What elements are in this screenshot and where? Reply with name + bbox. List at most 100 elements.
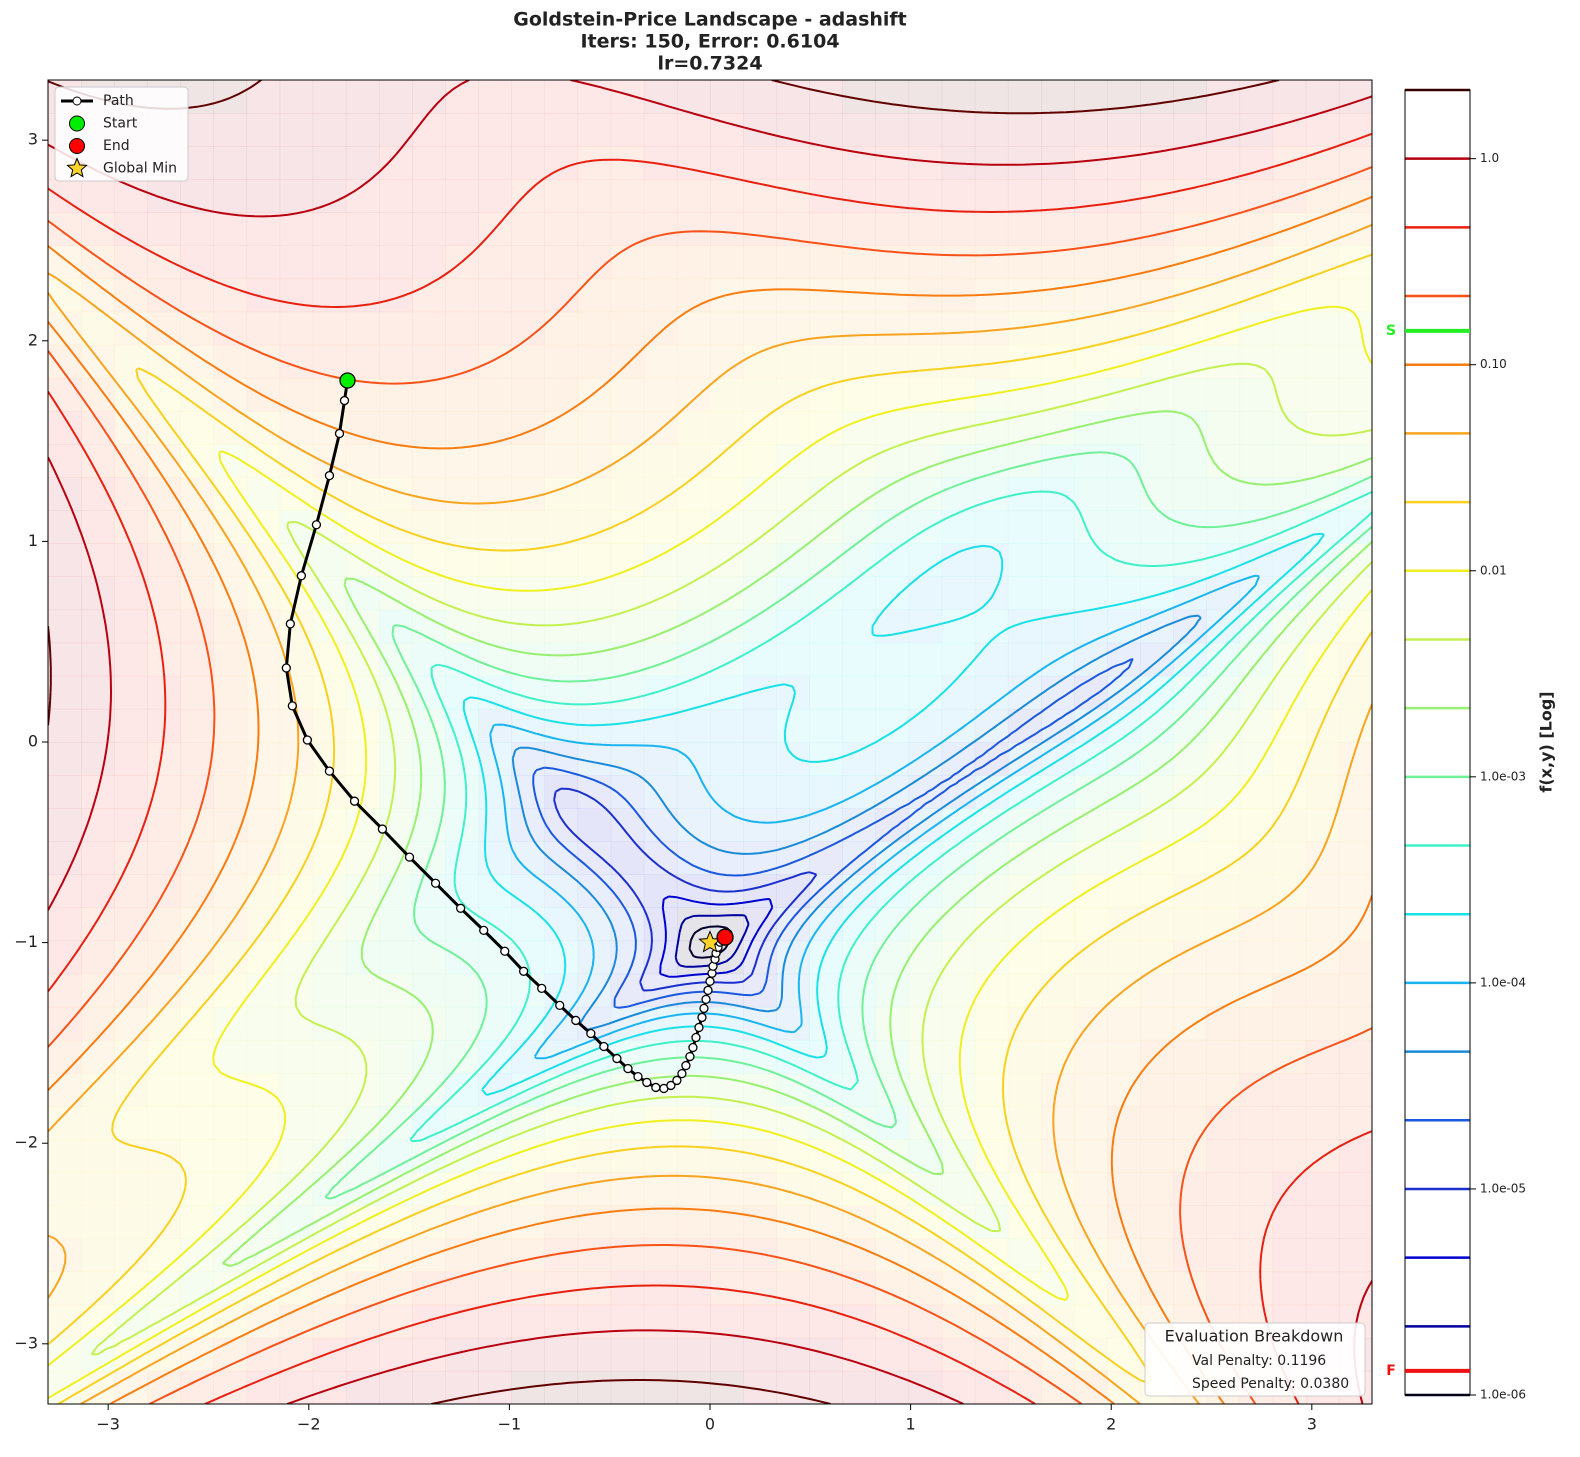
bg-cell <box>577 742 612 776</box>
bg-cell <box>1074 146 1108 180</box>
bg-cell <box>511 179 545 213</box>
bg-cell <box>312 973 347 1008</box>
bg-cell <box>1206 344 1241 379</box>
bg-cell <box>1041 113 1075 147</box>
bg-cell <box>1239 444 1274 478</box>
bg-cell <box>610 973 645 1008</box>
bg-cell <box>478 80 512 114</box>
bg-cell <box>379 179 413 213</box>
bg-cell <box>1239 377 1274 412</box>
bg-cell <box>941 1139 976 1173</box>
bg-cell <box>312 1205 347 1239</box>
bg-cell <box>809 940 843 975</box>
bg-cell <box>279 1039 314 1074</box>
bg-cell <box>1074 80 1108 114</box>
bg-cell <box>809 907 843 942</box>
bg-cell <box>743 411 777 445</box>
bg-cell <box>312 609 347 644</box>
bg-cell <box>147 1139 181 1173</box>
bg-cell <box>908 311 943 346</box>
bg-cell <box>1272 1039 1307 1074</box>
bg-cell <box>1074 808 1108 842</box>
bg-cell <box>1074 940 1108 975</box>
bg-cell <box>875 742 910 776</box>
chart-title: Goldstein-Price Landscape - adashift <box>513 9 907 31</box>
legend-label: End <box>103 138 130 154</box>
bg-cell <box>1107 1304 1141 1339</box>
bg-cell <box>312 1370 347 1404</box>
bg-cell <box>1305 245 1340 280</box>
bg-cell <box>1074 1172 1108 1206</box>
bg-cell <box>1305 113 1340 147</box>
bg-cell <box>412 841 446 875</box>
bg-cell <box>1338 245 1372 280</box>
bg-cell <box>1305 311 1340 346</box>
bg-cell <box>908 245 943 280</box>
bg-cell <box>908 1139 943 1173</box>
bg-cell <box>1140 510 1174 544</box>
colorbar-tick-label: 1.0e-05 <box>1480 1181 1526 1195</box>
bg-cell <box>1239 775 1274 809</box>
bg-cell <box>577 841 612 875</box>
bg-cell <box>114 179 148 213</box>
bg-cell <box>1107 808 1141 842</box>
bg-cell <box>379 1106 413 1140</box>
bg-cell <box>941 1337 976 1372</box>
bg-cell <box>312 212 347 246</box>
bg-cell <box>1272 411 1307 445</box>
bg-cell <box>1173 1271 1207 1306</box>
bg-cell <box>445 1238 479 1273</box>
x-tick-label: −1 <box>498 1415 522 1434</box>
bg-cell <box>776 179 810 213</box>
bg-cell <box>379 543 413 577</box>
bg-cell <box>974 113 1009 147</box>
bg-cell <box>643 113 678 147</box>
bg-cell <box>445 973 479 1008</box>
contour-line <box>409 490 1372 1143</box>
bg-cell <box>577 311 612 346</box>
bg-cell <box>676 245 711 280</box>
bg-cell <box>577 1205 612 1239</box>
bg-cell <box>743 377 777 412</box>
bg-cell <box>1239 874 1274 908</box>
bg-cell <box>1173 708 1207 743</box>
bg-cell <box>1338 642 1372 677</box>
bg-cell <box>908 1073 943 1107</box>
bg-cell <box>1305 1106 1340 1140</box>
path-point <box>349 796 360 806</box>
bg-cell <box>941 940 976 975</box>
bg-cell <box>180 1139 214 1173</box>
bg-cell <box>1041 311 1075 346</box>
bg-cell <box>1074 543 1108 577</box>
bg-cell <box>710 1370 744 1404</box>
bg-cell <box>1140 411 1174 445</box>
bg-cell <box>544 411 579 445</box>
bg-cell <box>1173 742 1207 776</box>
bg-cell <box>445 80 479 114</box>
bg-cell <box>710 80 744 114</box>
bg-cell <box>809 1139 843 1173</box>
bg-cell <box>974 642 1009 677</box>
bg-cell <box>643 1172 678 1206</box>
bg-cell <box>974 675 1009 710</box>
bg-cell <box>941 576 976 611</box>
bg-cell <box>610 146 645 180</box>
bg-cell <box>610 411 645 445</box>
bg-cell <box>246 344 281 379</box>
bg-cell <box>710 1139 744 1173</box>
legend-swatch <box>69 115 85 132</box>
bg-cell <box>1305 775 1340 809</box>
bg-cell <box>1140 444 1174 478</box>
bg-cell <box>842 444 876 478</box>
bg-cell <box>1206 146 1241 180</box>
bg-cell <box>1007 510 1042 544</box>
bg-cell <box>1007 940 1042 975</box>
bg-cell <box>1173 907 1207 942</box>
bg-cell <box>1338 609 1372 644</box>
bg-cell <box>213 708 248 743</box>
bg-cell <box>445 1006 479 1041</box>
bg-cell <box>81 245 115 280</box>
bg-cell <box>1338 808 1372 842</box>
bg-cell <box>676 543 711 577</box>
bg-cell <box>1173 146 1207 180</box>
